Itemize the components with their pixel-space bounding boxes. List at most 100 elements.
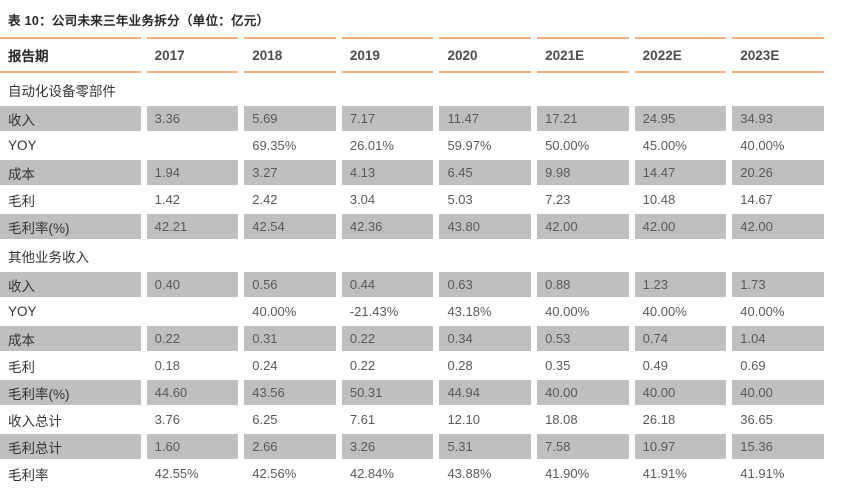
- cell-value: 59.97%: [447, 138, 492, 153]
- cell-value: 9.98: [537, 160, 629, 185]
- cell-value: 69.35%: [252, 138, 297, 153]
- cell-value: 15.36: [732, 434, 824, 459]
- cell-value: 43.56: [244, 380, 336, 405]
- cell-value: 40.00%: [252, 304, 297, 319]
- table-row: 毛利率(%) 44.60 43.56 50.31 44.94 40.00 40.00 40.0…: [0, 380, 824, 405]
- row-label: 成本: [0, 160, 141, 185]
- cell-value: 34.93: [732, 106, 824, 131]
- cell-value: 42.84%: [349, 466, 394, 481]
- cell-value: 26.18: [642, 412, 676, 427]
- cell-value: 43.18%: [447, 304, 492, 319]
- table-row: 收入 3.36 5.69 7.17 11.47 17.21 24.95 34.93: [0, 106, 824, 131]
- table-row: 收入 0.40 0.56 0.44 0.63 0.88 1.23 1.73: [0, 272, 824, 297]
- table-row: 毛利率(%) 42.21 42.54 42.36 43.80 42.00 42.00 42.0…: [0, 214, 824, 239]
- report-table-page: 表 10：公司未来三年业务拆分（单位：亿元） 报告期 2017 2018 2019 20…: [0, 14, 824, 483]
- cell-value: 3.76: [154, 412, 180, 427]
- cell-value: 42.00: [732, 214, 824, 239]
- cell-value: 6.25: [252, 412, 278, 427]
- row-label: 收入: [0, 106, 141, 131]
- cell-value: 3.26: [341, 434, 434, 459]
- cell-value: 36.65: [740, 412, 773, 427]
- cell-value: 3.36: [146, 106, 239, 131]
- cell-value: 1.73: [732, 272, 824, 297]
- cell-value: 17.21: [537, 106, 629, 131]
- table-row: 毛利总计 1.60 2.66 3.26 5.31 7.58 10.97 15.36: [0, 434, 824, 459]
- cell-value: 1.04: [732, 326, 824, 351]
- cell-value: 10.48: [642, 192, 676, 207]
- row-label: 毛利率(%): [0, 380, 141, 405]
- cell-value: 45.00%: [642, 138, 687, 153]
- cell-value: 0.31: [244, 326, 336, 351]
- row-label: 毛利率(%): [0, 214, 141, 239]
- cell-value: 20.26: [732, 160, 824, 185]
- cell-value: 0.74: [634, 326, 727, 351]
- cell-value: 40.00%: [740, 138, 785, 153]
- cell-value: 7.61: [349, 412, 376, 427]
- cell-value: 1.23: [634, 272, 727, 297]
- cell-value: 3.04: [349, 192, 376, 207]
- cell-value: 5.03: [447, 192, 473, 207]
- cell-value: 44.94: [439, 380, 532, 405]
- table-body: 自动化设备零部件 收入 3.36 5.69 7.17 11.47 17.21 24.95 34.…: [0, 75, 824, 486]
- cell-value: 40.00: [537, 380, 629, 405]
- table-row: 成本 1.94 3.27 4.13 6.45 9.98 14.47 20.26: [0, 160, 824, 185]
- cell-value: 41.90%: [545, 466, 590, 481]
- cell-value: 26.01%: [349, 138, 394, 153]
- cell-value: 0.22: [341, 326, 434, 351]
- cell-value: [147, 299, 239, 324]
- cell-value: 40.00: [634, 380, 727, 405]
- row-label: YOY: [8, 304, 37, 319]
- table-row: 收入总计 3.76 6.25 7.61 12.10 18.08 26.18 36.65: [0, 407, 824, 432]
- cell-value: 1.42: [154, 192, 180, 207]
- cell-value: -21.43%: [349, 304, 399, 319]
- cell-value: 24.95: [634, 106, 727, 131]
- row-label: 收入: [0, 272, 141, 297]
- cell-value: 14.47: [634, 160, 727, 185]
- header-year: 2022E: [634, 37, 727, 73]
- header-row: 报告期 2017 2018 2019 2020 2021E 2022E 2023E: [0, 37, 824, 73]
- cell-value: [147, 133, 239, 158]
- row-label: 毛利总计: [0, 434, 141, 459]
- cell-value: 3.27: [244, 160, 336, 185]
- cell-value: 0.22: [146, 326, 239, 351]
- cell-value: 6.45: [439, 160, 532, 185]
- business-breakdown-table: 报告期 2017 2018 2019 2020 2021E 2022E 2023E 自动化设备…: [0, 35, 830, 488]
- row-label: 毛利率: [8, 467, 49, 483]
- cell-value: 0.34: [439, 326, 532, 351]
- cell-value: 41.91%: [740, 466, 785, 481]
- cell-value: 7.17: [341, 106, 434, 131]
- cell-value: 43.88%: [447, 466, 492, 481]
- cell-value: 0.88: [537, 272, 629, 297]
- cell-value: 50.00%: [545, 138, 590, 153]
- section-label: 其他业务收入: [8, 249, 89, 265]
- cell-value: 12.10: [447, 412, 480, 427]
- cell-value: 1.94: [146, 160, 239, 185]
- header-year: 2018: [244, 37, 336, 73]
- header-report-period: 报告期: [0, 37, 141, 73]
- table-row: 毛利 0.18 0.24 0.22 0.28 0.35 0.49 0.69: [0, 353, 824, 378]
- cell-value: 0.49: [642, 358, 668, 373]
- cell-value: 40.00%: [642, 304, 687, 319]
- row-label: 收入总计: [8, 413, 62, 429]
- table-row: 毛利率 42.55% 42.56% 42.84% 43.88% 41.90% 41.91% 4…: [0, 461, 824, 486]
- row-label: 毛利: [8, 359, 35, 375]
- cell-value: 42.00: [537, 214, 629, 239]
- cell-value: 7.23: [545, 192, 571, 207]
- cell-value: 43.80: [439, 214, 532, 239]
- cell-value: 40.00%: [740, 304, 785, 319]
- cell-value: 11.47: [439, 106, 532, 131]
- cell-value: 0.63: [439, 272, 532, 297]
- cell-value: 5.31: [439, 434, 532, 459]
- cell-value: 40.00%: [545, 304, 590, 319]
- cell-value: 0.69: [740, 358, 766, 373]
- cell-value: 42.00: [634, 214, 727, 239]
- cell-value: 4.13: [341, 160, 434, 185]
- cell-value: 0.35: [545, 358, 571, 373]
- row-label: 毛利: [8, 193, 35, 209]
- header-year: 2021E: [537, 37, 629, 73]
- header-year: 2017: [146, 37, 239, 73]
- cell-value: 1.60: [146, 434, 239, 459]
- cell-value: 7.58: [537, 434, 629, 459]
- table-row: YOY 40.00% -21.43% 43.18% 40.00% 40.00% 40.00%: [0, 299, 824, 324]
- table-row: YOY 69.35% 26.01% 59.97% 50.00% 45.00% 40.00%: [0, 133, 824, 158]
